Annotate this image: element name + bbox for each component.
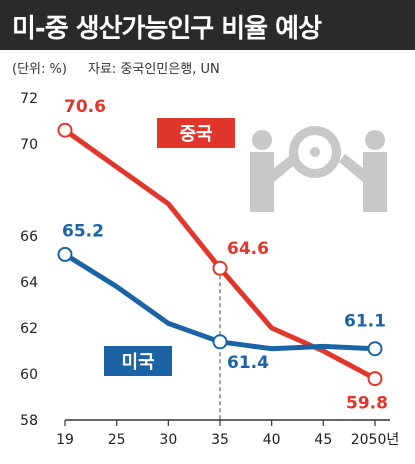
data-point-marker — [57, 246, 73, 262]
gear-hub — [310, 147, 320, 157]
x-tick-label: 45 — [314, 432, 332, 448]
y-tick-label: 66 — [20, 229, 38, 245]
chart-title: 미-중 생산가능인구 비율 예상 — [12, 14, 322, 44]
x-tick-label: 25 — [108, 432, 126, 448]
source-label: 자료: 중국인민은행, UN — [88, 62, 220, 77]
data-point-marker — [367, 371, 383, 387]
title-bar: 미-중 생산가능인구 비율 예상 — [0, 0, 415, 50]
y-tick-label: 60 — [20, 367, 38, 383]
data-label: 61.4 — [227, 353, 269, 373]
legend-label-1: 미국 — [121, 352, 154, 373]
x-tick-label: 40 — [263, 432, 281, 448]
x-tick-label: 2050년 — [351, 432, 400, 448]
data-label: 70.6 — [64, 97, 106, 117]
unit-label: (단위: %) — [12, 62, 67, 77]
data-label: 65.2 — [62, 221, 104, 241]
legend-box-0 — [157, 118, 235, 148]
data-point-marker — [212, 260, 228, 276]
data-label: 59.8 — [346, 394, 388, 414]
person-left-body — [250, 152, 298, 212]
x-tick-label: 19 — [56, 432, 74, 448]
legend-box-1 — [104, 346, 172, 376]
x-tick-label: 35 — [211, 432, 229, 448]
person-right-body — [339, 152, 387, 212]
y-tick-label: 58 — [20, 413, 38, 429]
data-point-marker — [212, 334, 228, 350]
y-tick-label: 72 — [20, 91, 38, 107]
data-point-marker — [367, 341, 383, 357]
person-left-head — [252, 130, 272, 150]
gear-people-icon — [250, 126, 387, 212]
data-point-marker — [57, 122, 73, 138]
data-label: 64.6 — [227, 239, 269, 259]
data-label: 61.1 — [344, 312, 386, 332]
x-tick-label: 30 — [159, 432, 177, 448]
y-tick-label: 64 — [20, 275, 38, 291]
legend-label-0: 중국 — [179, 124, 212, 145]
y-tick-label: 70 — [20, 137, 38, 153]
person-right-head — [365, 130, 385, 150]
y-tick-label: 62 — [20, 321, 38, 337]
